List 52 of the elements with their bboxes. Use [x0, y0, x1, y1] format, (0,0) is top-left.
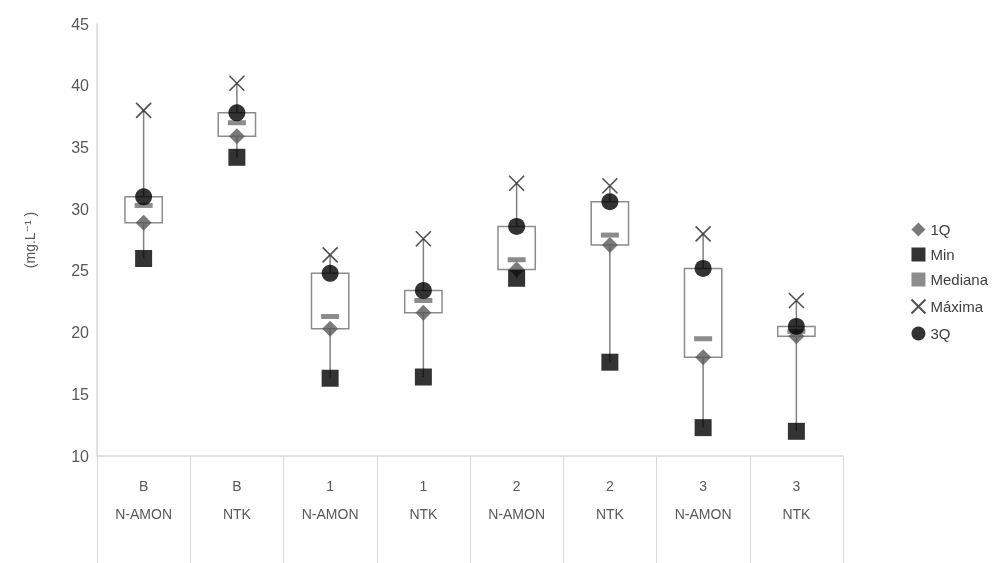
point — [694, 419, 712, 437]
point — [415, 230, 432, 248]
x-tick-label: 1 N-AMON — [301, 478, 359, 522]
y-tick-label: 40 — [71, 77, 90, 95]
point — [601, 236, 618, 253]
legend-label: Min — [930, 246, 955, 263]
x-tick-label: 1 NTK — [409, 478, 439, 522]
y-axis-title: (mg.L⁻¹ ) — [22, 211, 38, 269]
point — [321, 264, 339, 282]
point — [508, 217, 526, 235]
point — [321, 246, 339, 264]
legend-label: Mediana — [930, 271, 989, 288]
point — [787, 317, 805, 335]
point — [694, 259, 712, 277]
point — [228, 104, 246, 122]
legend-label: 1Q — [930, 221, 951, 238]
x-tick-label: 2 NTK — [595, 478, 625, 522]
point — [135, 214, 152, 231]
point — [788, 292, 805, 309]
y-tick-label: 30 — [71, 200, 90, 218]
point — [508, 269, 526, 287]
point — [321, 369, 339, 387]
x-tick-label: 3 N-AMON — [674, 478, 732, 522]
x-tick-label: 2 N-AMON — [488, 478, 546, 522]
point — [322, 320, 339, 337]
point — [694, 225, 712, 243]
point — [228, 148, 246, 166]
point — [135, 250, 153, 268]
point — [601, 177, 619, 194]
point — [695, 349, 712, 366]
legend-label: 3Q — [930, 325, 951, 342]
point — [135, 188, 153, 206]
y-tick-label: 45 — [71, 15, 90, 33]
point — [601, 353, 619, 371]
x-tick-label: B N-AMON — [115, 478, 173, 522]
point — [787, 422, 805, 440]
point — [228, 74, 246, 92]
point — [414, 282, 432, 300]
y-tick-label: 20 — [71, 324, 90, 342]
y-tick-label: 25 — [71, 262, 90, 280]
y-tick-label: 15 — [71, 385, 90, 403]
point — [228, 128, 245, 145]
point — [135, 102, 152, 119]
point — [601, 193, 619, 211]
y-tick-label: 10 — [71, 447, 90, 465]
x-tick-label: 3 NTK — [782, 478, 812, 522]
y-tick-label: 35 — [71, 138, 90, 156]
point — [415, 304, 432, 321]
x-tick-label: B NTK — [222, 478, 252, 522]
point — [414, 368, 432, 386]
legend-label: Máxima — [930, 298, 984, 315]
point — [508, 174, 525, 192]
